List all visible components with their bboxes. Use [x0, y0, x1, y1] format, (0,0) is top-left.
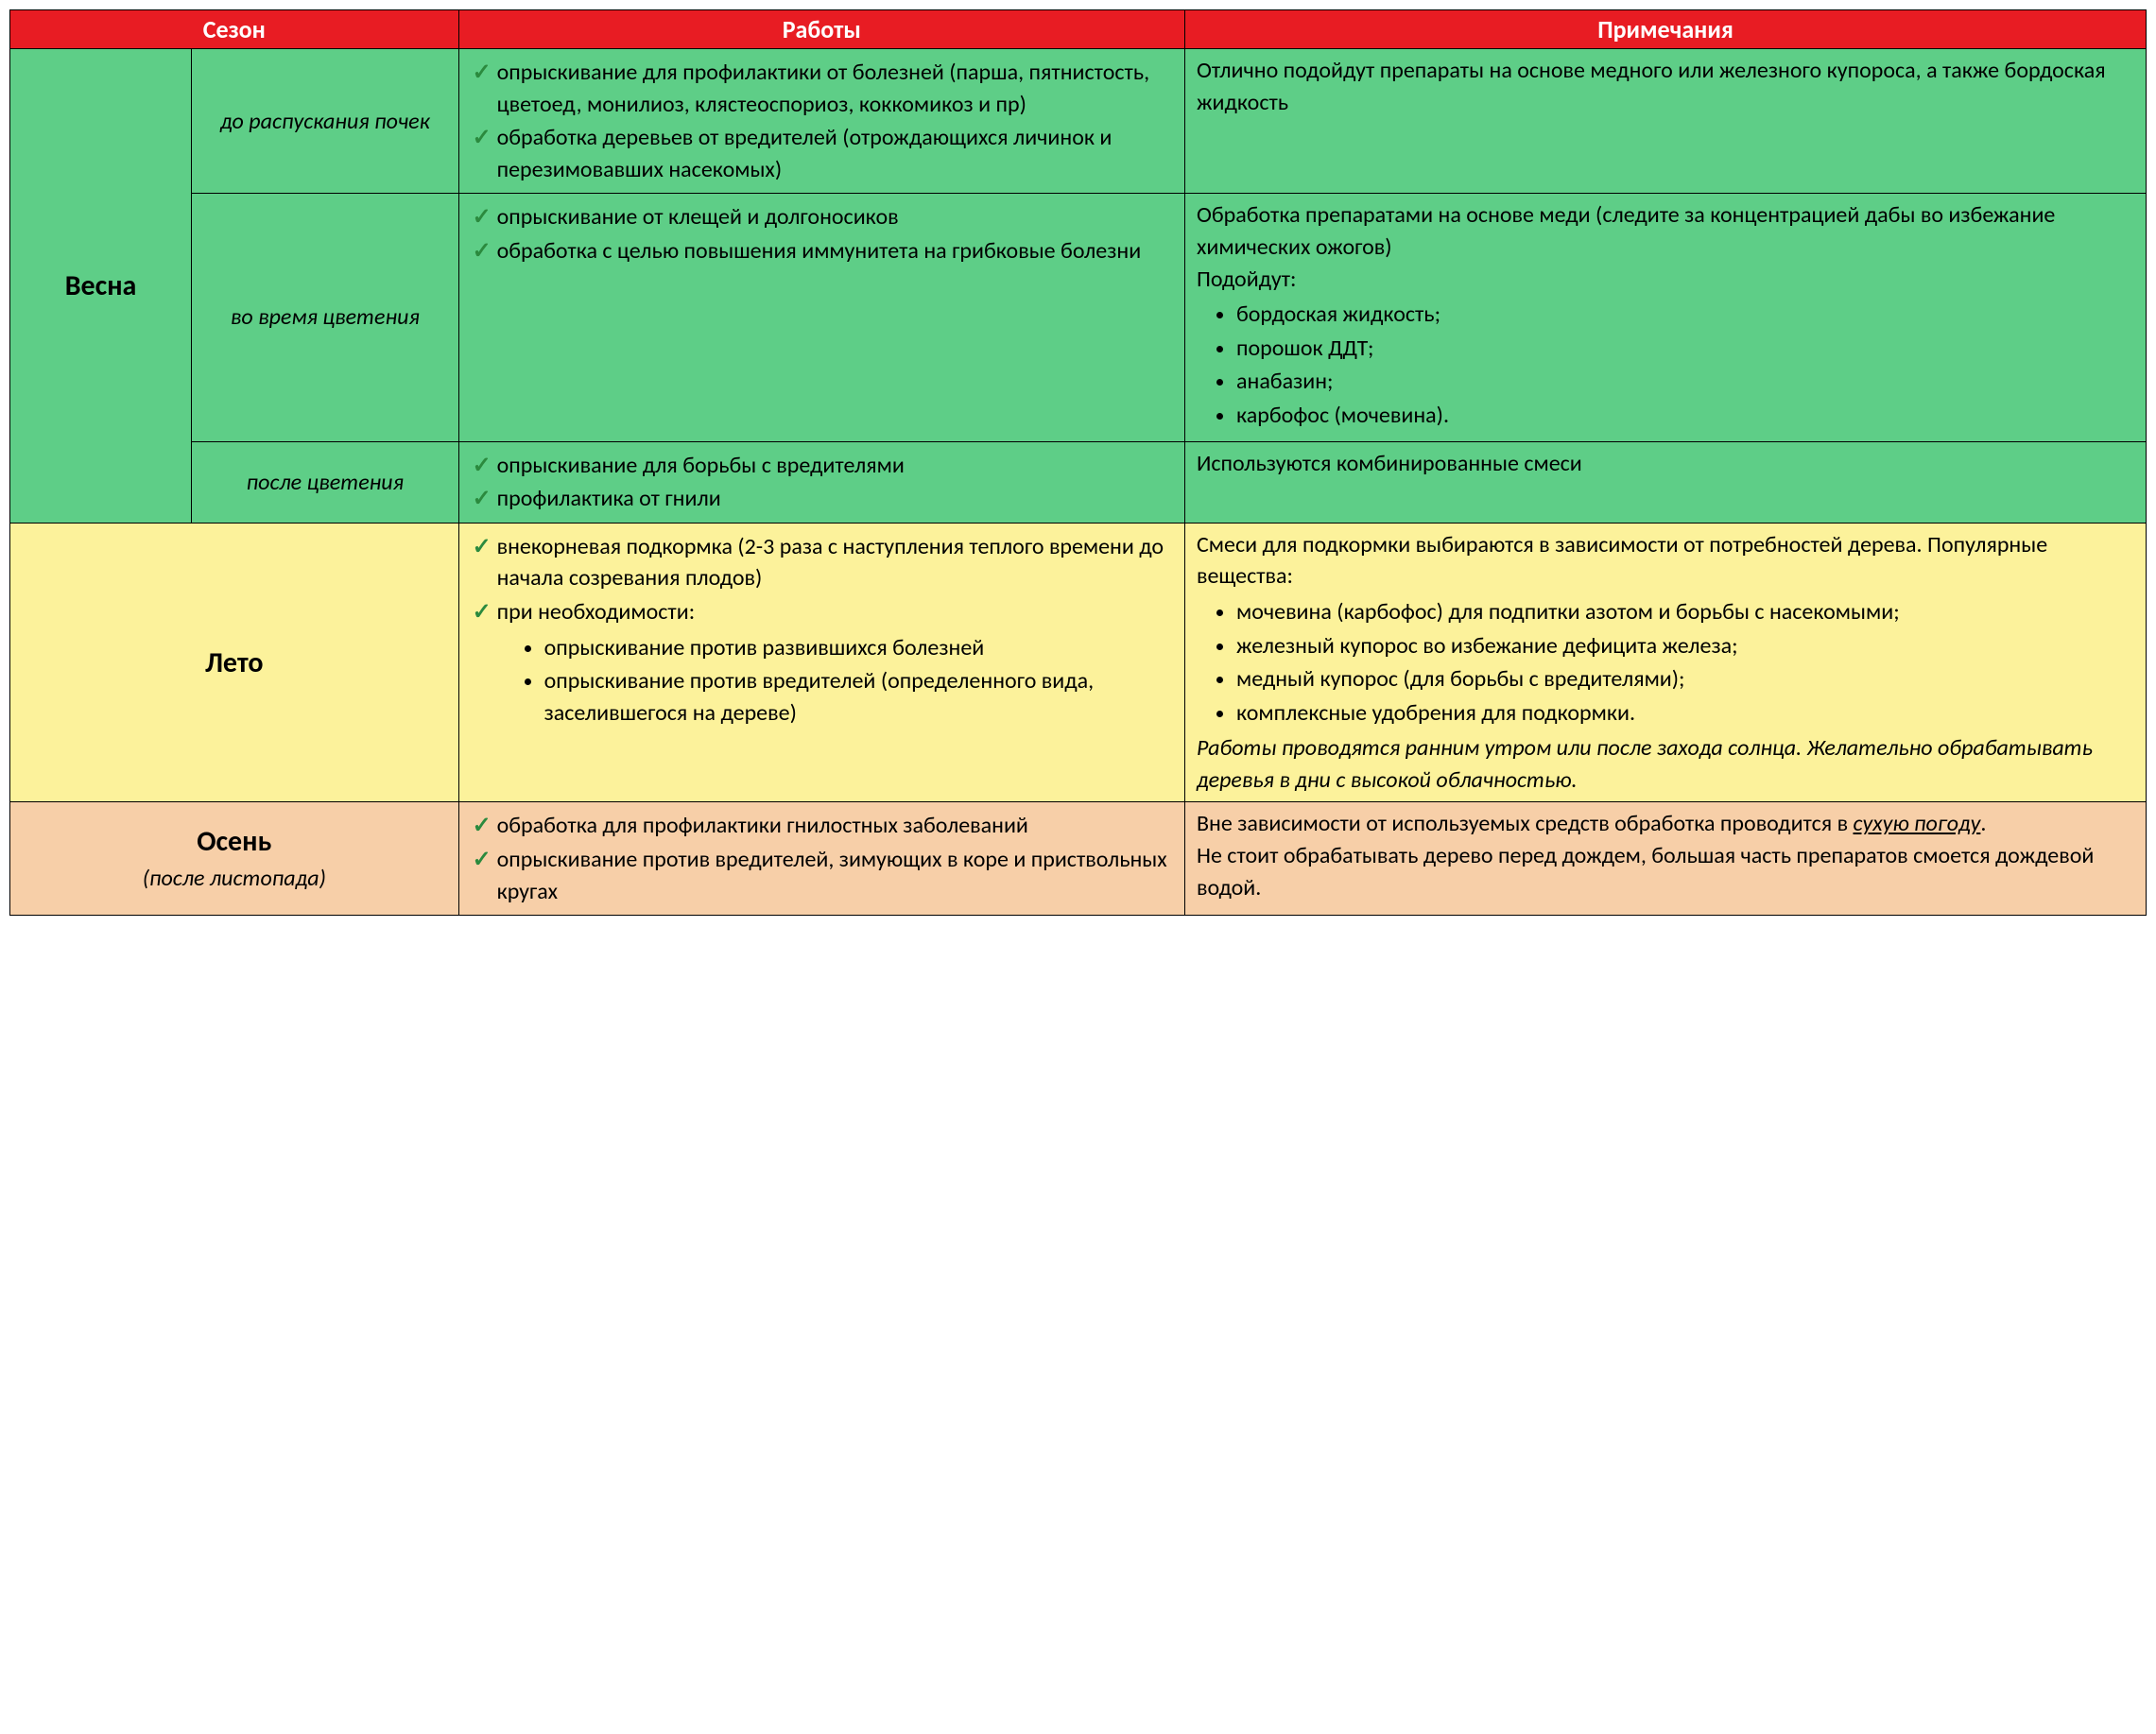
autumn-w-i1: обработка для профилактики гнилостных за…: [497, 810, 1173, 842]
spring-w3-i1: опрыскивание для борьбы с вредителями: [497, 450, 1173, 482]
summer-w-i2-s2: опрыскивание против вредителей (определе…: [544, 665, 1173, 729]
spring-row-2: во время цветения опрыскивание от клещей…: [10, 194, 2147, 441]
spring-works-2: опрыскивание от клещей и долгоносиков об…: [458, 194, 1184, 441]
autumn-w-i2: опрыскивание против вредителей, зимующих…: [497, 844, 1173, 907]
seasonal-works-table: Сезон Работы Примечания Весна до распуск…: [9, 9, 2147, 916]
autumn-season-cell: Осень (после листопада): [10, 802, 459, 916]
autumn-n-p2: Не стоит обрабатывать дерево перед дожде…: [1197, 840, 2134, 903]
spring-row-3: после цветения опрыскивание для борьбы с…: [10, 441, 2147, 523]
summer-notes: Смеси для подкормки выбираются в зависим…: [1184, 523, 2146, 802]
summer-season-cell: Лето: [10, 523, 459, 802]
autumn-notes: Вне зависимости от используемых средств …: [1184, 802, 2146, 916]
spring-w1-i1: опрыскивание для профилактики от болезне…: [497, 57, 1173, 120]
autumn-n-p1: Вне зависимости от используемых средств …: [1197, 808, 2134, 840]
spring-n2-b2: порошок ДДТ;: [1236, 333, 2134, 365]
spring-w2-i1: опрыскивание от клещей и долгоносиков: [497, 201, 1173, 233]
summer-works: внекорневая подкормка (2-3 раза с наступ…: [458, 523, 1184, 802]
spring-row-1: Весна до распускания почек опрыскивание …: [10, 49, 2147, 194]
summer-w-i1: внекорневая подкормка (2-3 раза с наступ…: [497, 531, 1173, 594]
spring-period-2: во время цветения: [192, 194, 459, 441]
spring-works-3: опрыскивание для борьбы с вредителями пр…: [458, 441, 1184, 523]
autumn-n-p1-ul: сухую погоду: [1853, 810, 1980, 837]
spring-n2-fit: Подойдут:: [1197, 264, 2134, 296]
header-works: Работы: [458, 10, 1184, 49]
spring-period-3: после цветения: [192, 441, 459, 523]
spring-period-1: до распускания почек: [192, 49, 459, 194]
autumn-works: обработка для профилактики гнилостных за…: [458, 802, 1184, 916]
summer-n-b2: железный купорос во избежание дефицита ж…: [1236, 630, 2134, 662]
summer-n-b4: комплексные удобрения для подкормки.: [1236, 697, 2134, 730]
header-notes: Примечания: [1184, 10, 2146, 49]
spring-notes-2: Обработка препаратами на основе меди (сл…: [1184, 194, 2146, 441]
summer-w-i2: при необходимости: опрыскивание против р…: [497, 596, 1173, 729]
spring-season-cell: Весна: [10, 49, 192, 524]
autumn-sublabel: (после листопада): [143, 865, 326, 892]
summer-w-i2-intro: при необходимости:: [497, 598, 696, 626]
summer-w-i2-s1: опрыскивание против развившихся болезней: [544, 632, 1173, 664]
summer-row: Лето внекорневая подкормка (2-3 раза с н…: [10, 523, 2147, 802]
spring-w3-i2: профилактика от гнили: [497, 483, 1173, 515]
spring-w2-i2: обработка с целью повышения иммунитета н…: [497, 235, 1173, 267]
summer-n-b3: медный купорос (для борьбы с вредителями…: [1236, 663, 2134, 695]
autumn-n-p1-pre: Вне зависимости от используемых средств …: [1197, 810, 1854, 837]
spring-notes-3: Используются комбинированные смеси: [1184, 441, 2146, 523]
autumn-label: Осень: [197, 824, 271, 859]
spring-w1-i2: обработка деревьев от вредителей (отрожд…: [497, 122, 1173, 185]
spring-notes-1: Отлично подойдут препараты на основе мед…: [1184, 49, 2146, 194]
autumn-row: Осень (после листопада) обработка для пр…: [10, 802, 2147, 916]
summer-n-b1: мочевина (карбофос) для подпитки азотом …: [1236, 596, 2134, 628]
spring-n2-intro: Обработка препаратами на основе меди (сл…: [1197, 199, 2134, 263]
header-season: Сезон: [10, 10, 459, 49]
spring-works-1: опрыскивание для профилактики от болезне…: [458, 49, 1184, 194]
autumn-n-p1-post: .: [1980, 810, 1986, 837]
spring-n2-b3: анабазин;: [1236, 366, 2134, 398]
spring-n2-b1: бордоская жидкость;: [1236, 299, 2134, 331]
summer-n-tail: Работы проводятся ранним утром или после…: [1197, 732, 2134, 796]
header-row: Сезон Работы Примечания: [10, 10, 2147, 49]
spring-n2-b4: карбофос (мочевина).: [1236, 400, 2134, 432]
summer-n-intro: Смеси для подкормки выбираются в зависим…: [1197, 529, 2134, 592]
